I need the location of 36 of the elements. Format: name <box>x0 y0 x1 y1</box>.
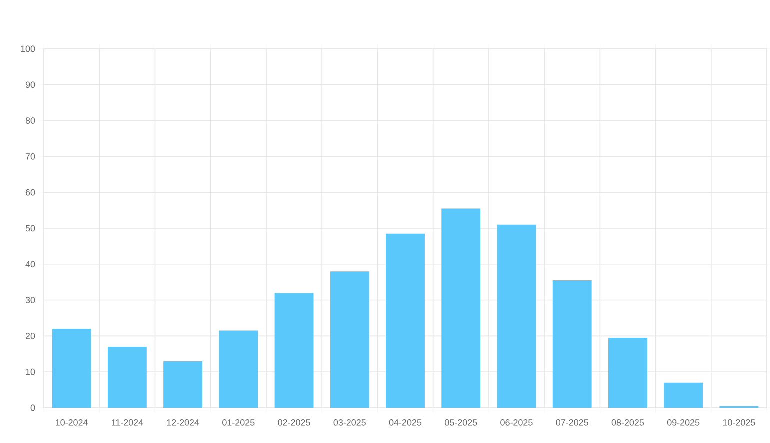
bar <box>386 234 425 408</box>
y-tick-label: 60 <box>26 189 36 196</box>
x-tick-label: 10-2025 <box>723 420 756 426</box>
y-tick-label: 0 <box>30 404 36 412</box>
x-tick-label: 02-2025 <box>278 420 310 426</box>
bar <box>608 338 648 408</box>
x-tick-label: 03-2025 <box>334 420 366 426</box>
x-tick-label: 06-2025 <box>500 420 533 426</box>
bar <box>108 346 147 408</box>
x-tick-label: 10-2024 <box>56 420 88 426</box>
bar <box>442 208 481 408</box>
x-tick-label: 07-2025 <box>556 420 588 426</box>
y-tick-label: 10 <box>26 368 36 376</box>
y-tick-label: 70 <box>26 154 36 160</box>
y-tick-label: 50 <box>26 225 36 232</box>
y-tick-label: 30 <box>26 297 36 304</box>
bar <box>664 382 704 408</box>
x-tick-label: 12-2024 <box>167 420 200 426</box>
bar <box>552 280 592 408</box>
x-tick-label: 01-2025 <box>222 420 255 426</box>
bar <box>52 329 92 408</box>
y-tick-label: 90 <box>26 82 36 88</box>
bar <box>497 224 536 408</box>
x-tick-label: 04-2025 <box>389 420 422 426</box>
y-tick-label: 100 <box>21 46 36 52</box>
bar <box>219 330 258 408</box>
x-tick-label: 08-2025 <box>612 420 644 426</box>
y-tick-label: 80 <box>26 118 36 124</box>
x-tick-label: 05-2025 <box>445 420 478 426</box>
x-tick-label: 09-2025 <box>667 420 700 426</box>
bar <box>330 272 370 408</box>
y-tick-label: 20 <box>26 333 36 340</box>
y-tick-label: 40 <box>26 261 36 268</box>
bar <box>164 361 203 408</box>
bar <box>274 293 314 408</box>
x-tick-label: 11-2024 <box>112 420 144 426</box>
